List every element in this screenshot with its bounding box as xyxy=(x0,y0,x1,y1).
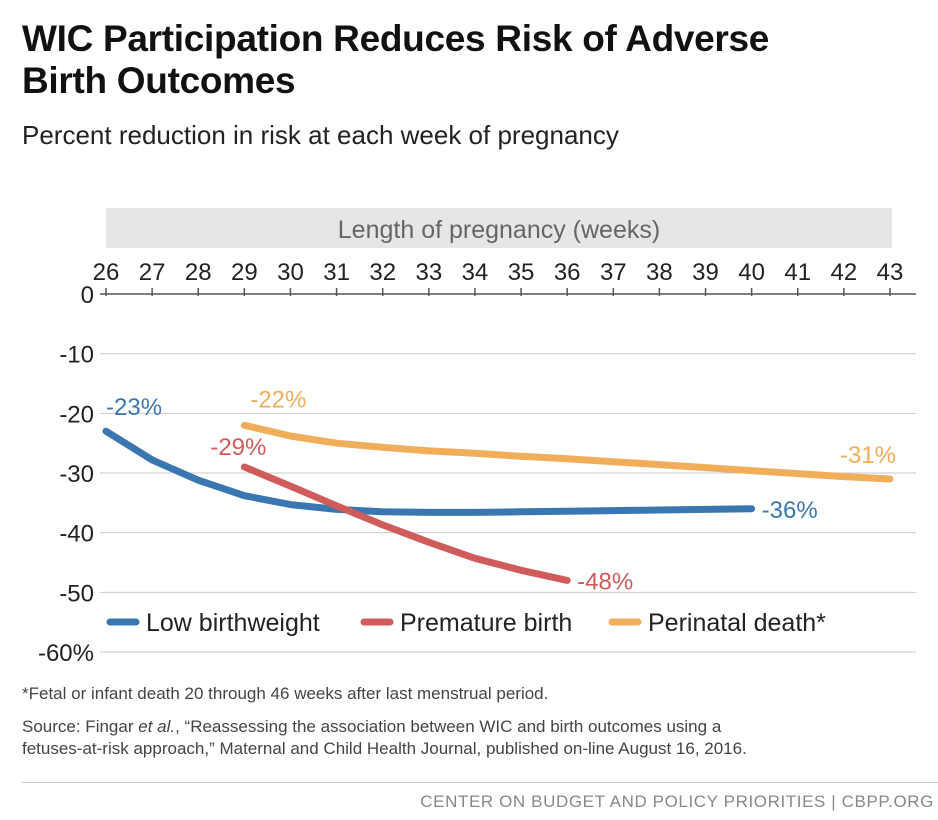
x-tick-label: 36 xyxy=(554,259,581,286)
series-line-low-birthweight xyxy=(102,427,756,516)
legend-label-perinatal-death: Perinatal death* xyxy=(648,609,826,637)
data-label-premature-birth-end: -48% xyxy=(577,568,633,595)
data-label-low-birthweight-start: -23% xyxy=(106,394,162,421)
x-tick-label: 34 xyxy=(462,259,489,286)
x-tick-label: 43 xyxy=(877,259,904,286)
credit-line: CENTER ON BUDGET AND POLICY PRIORITIES |… xyxy=(420,792,934,811)
source-line-1: Source: Fingar et al., “Reassessing the … xyxy=(22,717,722,736)
y-tick-label: -20 xyxy=(59,401,94,428)
chart-title: WIC Participation Reduces Risk of Advers… xyxy=(22,18,922,102)
x-tick-label: 32 xyxy=(369,259,396,286)
chart-title-line-1: WIC Participation Reduces Risk of Advers… xyxy=(22,18,770,59)
x-tick-label: 31 xyxy=(323,259,350,286)
x-tick-label: 39 xyxy=(692,259,719,286)
data-label-premature-birth-start: -29% xyxy=(210,434,266,461)
footnote: *Fetal or infant death 20 through 46 wee… xyxy=(22,684,549,703)
x-axis-title: Length of pregnancy (weeks) xyxy=(338,216,660,244)
chart-subtitle: Percent reduction in risk at each week o… xyxy=(22,120,619,150)
x-tick-label: 26 xyxy=(93,259,120,286)
source-line-2: fetuses-at-risk approach,” Maternal and … xyxy=(22,739,747,758)
x-tick-label: 28 xyxy=(185,259,212,286)
data-label-perinatal-death-end: -31% xyxy=(840,442,896,469)
x-tick-label: 40 xyxy=(738,259,765,286)
legend-label-low-birthweight: Low birthweight xyxy=(146,609,320,637)
y-tick-label: -60% xyxy=(38,640,94,667)
y-tick-label: -40 xyxy=(59,521,94,548)
y-tick-label: -30 xyxy=(59,461,94,488)
y-tick-label: 0 xyxy=(81,282,94,309)
x-tick-label: 29 xyxy=(231,259,258,286)
data-label-low-birthweight-end: -36% xyxy=(762,497,818,524)
x-tick-label: 27 xyxy=(139,259,166,286)
footer-divider xyxy=(22,782,938,783)
series-line-perinatal-death xyxy=(240,421,894,483)
y-tick-label: -10 xyxy=(59,342,94,369)
y-tick-label: -50 xyxy=(59,580,94,607)
source-italic-et-al: et al. xyxy=(138,717,176,736)
x-axis-title-band xyxy=(106,208,892,248)
x-tick-label: 33 xyxy=(415,259,442,286)
data-label-perinatal-death-start: -22% xyxy=(250,386,306,413)
chart-title-line-2: Birth Outcomes xyxy=(22,60,296,101)
line-chart: Length of pregnancy (weeks) 0 -10 -20 -30 -40… xyxy=(38,208,916,667)
series-line-premature-birth xyxy=(240,463,571,584)
legend-label-premature-birth: Premature birth xyxy=(400,609,572,637)
x-tick-label: 37 xyxy=(600,259,627,286)
x-tick-label: 30 xyxy=(277,259,304,286)
x-tick-label: 41 xyxy=(784,259,811,286)
x-tick-label: 35 xyxy=(508,259,535,286)
x-tick-label: 38 xyxy=(646,259,673,286)
x-tick-label: 42 xyxy=(831,259,858,286)
source-note: Source: Fingar et al., “Reassessing the … xyxy=(22,716,922,760)
